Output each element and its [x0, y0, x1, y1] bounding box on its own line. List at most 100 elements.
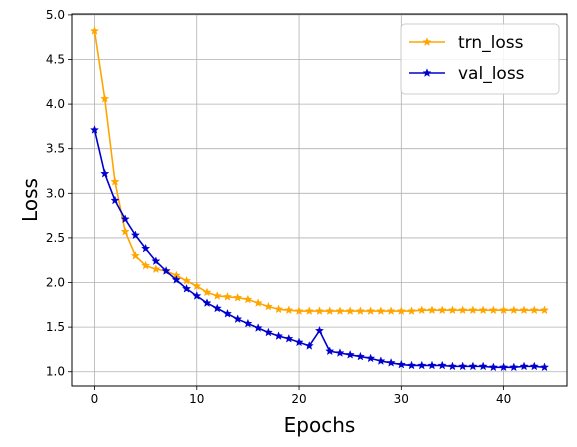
ticks: 0 10 20 30 40 1.0 1.5 2.0 2.5 3.0 3.5 4.0 4.5 5.0	[46, 8, 511, 406]
data-point	[529, 361, 539, 371]
data-point	[396, 359, 406, 369]
legend: trn_loss val_loss	[400, 23, 560, 95]
data-point	[151, 264, 161, 273]
data-point	[447, 305, 457, 315]
data-point	[529, 305, 539, 315]
data-point	[222, 292, 232, 301]
y-tick-label: 1.0	[46, 365, 65, 379]
x-tick-label: 30	[394, 392, 409, 406]
data-point	[396, 306, 406, 315]
data-point	[345, 306, 355, 315]
data-point	[386, 306, 396, 315]
data-point	[130, 251, 140, 260]
x-tick-label: 10	[189, 392, 204, 406]
data-point	[253, 323, 263, 332]
data-point	[192, 291, 202, 300]
data-point	[120, 214, 130, 224]
data-point	[376, 306, 386, 315]
data-point	[458, 305, 468, 315]
y-tick-label: 5.0	[46, 8, 65, 22]
data-point	[478, 305, 488, 315]
data-point	[233, 314, 243, 323]
plot-frame	[71, 13, 568, 387]
data-point	[141, 243, 151, 253]
data-point	[274, 304, 284, 314]
series-trn-loss	[89, 26, 550, 315]
data-point	[314, 306, 325, 315]
data-point	[304, 341, 314, 350]
data-point	[192, 281, 202, 290]
data-point	[284, 305, 294, 315]
y-tick-label: 4.5	[46, 52, 65, 66]
data-point	[110, 195, 120, 205]
y-tick-label: 2.5	[46, 231, 65, 245]
data-point	[499, 305, 509, 315]
data-point	[417, 360, 427, 370]
data-point	[171, 275, 181, 284]
data-point	[263, 327, 273, 337]
series-layer	[89, 26, 550, 372]
data-point	[335, 348, 345, 357]
data-point	[294, 337, 304, 347]
data-point	[202, 287, 212, 297]
legend-marker	[422, 68, 432, 77]
data-point	[263, 301, 273, 311]
data-point	[376, 356, 386, 365]
data-point	[488, 305, 498, 315]
data-point	[407, 360, 417, 370]
x-tick-label: 20	[291, 392, 306, 406]
data-point	[488, 362, 498, 372]
data-point	[253, 298, 263, 307]
data-point	[519, 361, 529, 371]
data-point	[284, 333, 294, 343]
data-point	[335, 306, 345, 315]
data-point	[151, 256, 161, 265]
data-point	[120, 226, 130, 236]
data-point	[509, 305, 519, 315]
grid	[72, 14, 567, 386]
data-point	[233, 292, 243, 302]
series-val-loss	[89, 125, 550, 372]
data-point	[141, 260, 151, 270]
data-point	[509, 362, 519, 372]
y-tick-label: 4.0	[46, 97, 65, 111]
data-point	[304, 306, 314, 315]
data-point	[386, 358, 396, 367]
data-point	[458, 361, 468, 371]
data-point	[314, 325, 325, 335]
y-tick-label: 1.5	[46, 320, 65, 334]
data-point	[417, 305, 427, 315]
data-point	[243, 294, 253, 304]
data-point	[366, 353, 376, 363]
data-point	[355, 306, 365, 315]
data-point	[366, 306, 376, 315]
data-point	[182, 275, 192, 285]
y-tick-label: 2.0	[46, 276, 65, 290]
data-point	[182, 284, 192, 293]
x-tick-label: 0	[91, 392, 99, 406]
data-point	[407, 306, 417, 315]
data-point	[539, 362, 550, 372]
data-point	[202, 298, 212, 307]
y-axis-label: Loss	[18, 178, 42, 222]
data-point	[427, 360, 437, 370]
data-point	[100, 93, 110, 103]
data-point	[355, 351, 365, 361]
legend-label: val_loss	[458, 64, 525, 84]
data-point	[427, 305, 437, 315]
data-point	[325, 346, 335, 356]
data-point	[447, 361, 457, 371]
data-point	[539, 305, 550, 315]
data-point	[100, 168, 110, 178]
data-point	[437, 360, 447, 370]
data-point	[437, 305, 447, 315]
y-tick-label: 3.0	[46, 186, 65, 200]
data-point	[222, 308, 232, 318]
data-point	[89, 26, 100, 35]
legend-label: trn_loss	[458, 33, 524, 53]
data-point	[519, 305, 529, 315]
data-point	[325, 306, 335, 315]
data-point	[468, 361, 478, 371]
x-tick-label: 40	[496, 392, 511, 406]
